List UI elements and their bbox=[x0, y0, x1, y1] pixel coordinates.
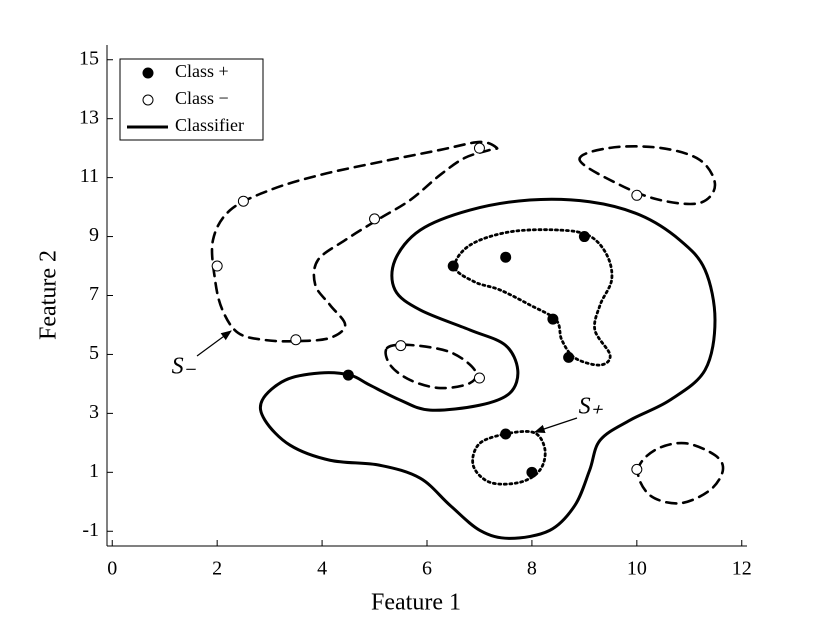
y-tick-label: 13 bbox=[79, 106, 99, 128]
point bbox=[447, 260, 459, 272]
point bbox=[211, 260, 223, 272]
x-tick-label: 0 bbox=[107, 558, 117, 580]
y-tick-label: 9 bbox=[89, 224, 99, 246]
y-tick-label: -1 bbox=[82, 519, 99, 541]
y-tick-label: 15 bbox=[79, 47, 99, 69]
boundary-dotted bbox=[471, 430, 547, 486]
point bbox=[526, 466, 538, 478]
x-tick-label: 12 bbox=[732, 558, 752, 580]
point bbox=[500, 428, 512, 440]
annotation: S₊ bbox=[579, 394, 604, 420]
x-axis-label: Feature 1 bbox=[371, 590, 461, 616]
point bbox=[563, 351, 575, 363]
legend-marker bbox=[142, 94, 154, 106]
annotation-arrow bbox=[533, 417, 578, 434]
y-tick-label: 11 bbox=[80, 165, 99, 187]
point bbox=[578, 231, 590, 243]
point bbox=[500, 251, 512, 263]
boundary-dashed bbox=[384, 343, 478, 390]
y-tick-label: 7 bbox=[89, 283, 99, 305]
y-tick-label: 1 bbox=[89, 460, 99, 482]
legend-label: Class − bbox=[175, 88, 229, 108]
annotation-arrow bbox=[196, 330, 232, 357]
point bbox=[369, 213, 381, 225]
point bbox=[290, 334, 302, 346]
legend-label: Classifier bbox=[175, 115, 244, 135]
x-tick-label: 6 bbox=[422, 558, 432, 580]
legend-label: Class + bbox=[175, 61, 229, 81]
classifier-line bbox=[258, 197, 717, 540]
point bbox=[395, 340, 407, 352]
x-tick-label: 4 bbox=[317, 558, 327, 580]
annotation: S₋ bbox=[172, 354, 197, 380]
point bbox=[342, 369, 354, 381]
legend-marker bbox=[142, 67, 154, 79]
point bbox=[631, 463, 643, 475]
boundary-dotted bbox=[453, 228, 614, 367]
point bbox=[473, 142, 485, 154]
x-tick-label: 8 bbox=[527, 558, 537, 580]
point bbox=[473, 372, 485, 384]
y-tick-label: 3 bbox=[89, 401, 99, 423]
point bbox=[237, 195, 249, 207]
boundary-dashed bbox=[636, 441, 725, 505]
boundary-dashed bbox=[210, 140, 499, 343]
x-tick-label: 2 bbox=[212, 558, 222, 580]
x-tick-label: 10 bbox=[627, 558, 647, 580]
point bbox=[547, 313, 559, 325]
y-tick-label: 5 bbox=[89, 342, 99, 364]
y-axis-label: Feature 2 bbox=[36, 250, 62, 340]
point bbox=[631, 189, 643, 201]
boundary-dashed bbox=[578, 145, 717, 206]
